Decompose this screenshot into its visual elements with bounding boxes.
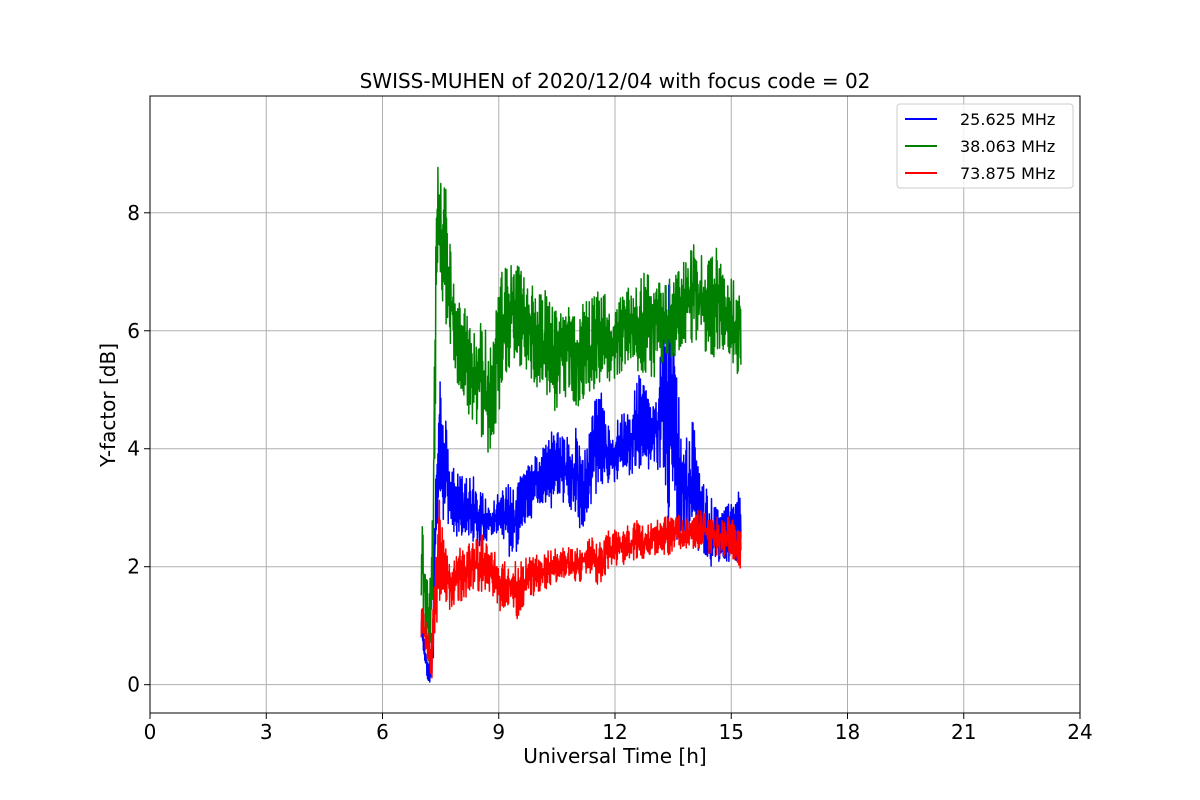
x-tick-label: 0 [144,720,157,744]
x-tick-label: 3 [260,720,273,744]
x-tick-label: 15 [719,720,744,744]
x-tick-label: 9 [492,720,505,744]
x-tick-label: 21 [951,720,976,744]
x-tick-label: 24 [1067,720,1092,744]
y-tick-label: 6 [127,319,140,343]
y-tick-label: 0 [127,673,140,697]
legend-box [896,103,1074,189]
y-tick-label: 8 [127,201,140,225]
legend-label: 38.063 MHz [960,137,1055,156]
x-tick-label: 12 [602,720,627,744]
data-series [420,166,742,683]
series-line [420,499,742,679]
series-line [420,166,742,662]
y-tick-label: 4 [127,437,140,461]
y-tick-label: 2 [127,555,140,579]
x-axis-label: Universal Time [h] [523,744,706,768]
legend-label: 73.875 MHz [960,164,1055,183]
x-tick-label: 6 [376,720,389,744]
legend: 25.625 MHz 38.063 MHz 73.875 MHz [896,103,1074,189]
chart-title: SWISS-MUHEN of 2020/12/04 with focus cod… [360,69,871,93]
legend-label: 25.625 MHz [960,110,1055,129]
series-line [420,284,742,683]
y-axis-label: Y-factor [dB] [96,343,120,468]
x-tick-label: 18 [835,720,860,744]
